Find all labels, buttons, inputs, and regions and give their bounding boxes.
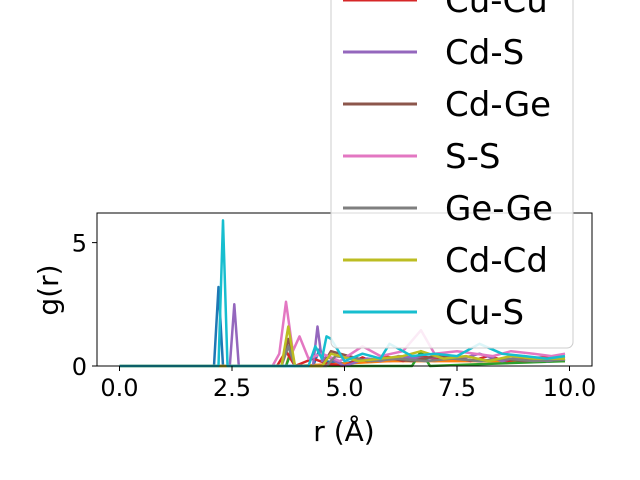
y-axis-ticks: 05 — [72, 230, 97, 381]
legend-label-cd-cd: Cd-Cd — [445, 241, 548, 281]
legend-label-ge-ge: Ge-Ge — [445, 189, 553, 229]
x-tick-label: 0.0 — [100, 374, 138, 402]
legend-label-s-s: S-S — [445, 137, 500, 177]
x-tick-label: 2.5 — [213, 374, 251, 402]
legend: Cu-Cu Cd-S Cd-Ge S-S Ge-Ge Cd-Cd Cu-S — [330, 0, 574, 349]
series-line-cd-cd — [119, 325, 565, 368]
x-tick-label: 7.5 — [438, 374, 476, 402]
x-tick-label: 10.0 — [543, 374, 596, 402]
y-tick-label: 0 — [72, 353, 87, 381]
plot-lines — [119, 219, 566, 368]
legend-label-cu-cu: Cu-Cu — [445, 0, 548, 21]
y-axis-label: g(r) — [32, 264, 65, 315]
x-tick-label: 5.0 — [325, 374, 363, 402]
legend-label-cd-s: Cd-S — [445, 33, 524, 73]
legend-label-cd-ge: Cd-Ge — [445, 85, 551, 125]
y-tick-label: 5 — [72, 230, 87, 258]
x-axis-ticks: 0.0 2.5 5.0 7.5 10.0 — [100, 366, 596, 402]
x-axis-label: r (Å) — [313, 414, 374, 448]
legend-label-cu-s: Cu-S — [445, 293, 524, 333]
